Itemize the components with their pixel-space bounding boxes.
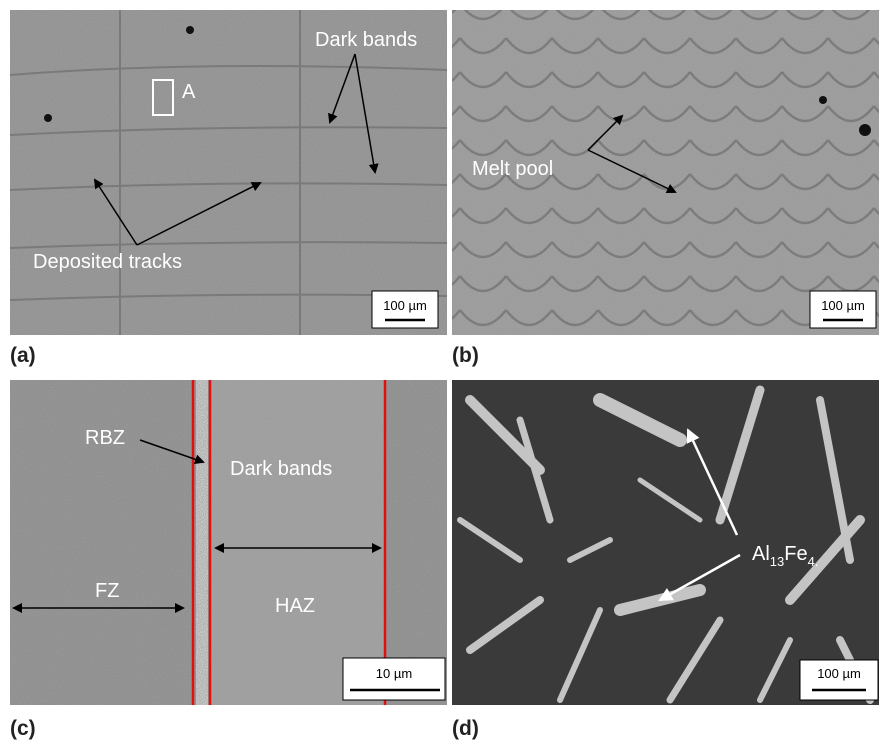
- scale-bar-label: 100 µm: [817, 666, 861, 681]
- panel-b: Melt pool 100 µm (b): [452, 10, 879, 367]
- texture: [10, 10, 447, 335]
- formula-sub: 13: [770, 554, 784, 569]
- annotation: RBZ: [85, 427, 125, 449]
- scale-bar-label: 100 µm: [821, 298, 865, 313]
- rbz-texture: [196, 380, 208, 705]
- pore: [819, 96, 827, 104]
- panel-c: RBZ Dark bands HAZ FZ 10 µm (c): [10, 380, 447, 740]
- annotation: Dark bands: [315, 29, 417, 51]
- annotation: Deposited tracks: [33, 251, 182, 273]
- annotation: Melt pool: [472, 158, 553, 180]
- formula-part: Fe: [784, 543, 807, 565]
- formula-sub: 4.: [808, 554, 819, 569]
- panel-a: A Dark bands Deposited tracks 100 µm (a): [10, 10, 447, 367]
- pore: [186, 26, 194, 34]
- scale-bar-label: 10 µm: [376, 666, 412, 681]
- panel-label: (d): [452, 717, 479, 740]
- formula-part: Al: [752, 543, 770, 565]
- pore: [44, 114, 52, 122]
- annotation: A: [182, 81, 196, 103]
- scale-bar-label: 100 µm: [383, 298, 427, 313]
- annotation: FZ: [95, 580, 119, 602]
- panel-d: Al13Fe4. 100 µm (d): [452, 380, 879, 740]
- pore: [859, 124, 871, 136]
- annotation: Dark bands: [230, 458, 332, 480]
- panel-label: (c): [10, 717, 36, 740]
- annotation: HAZ: [275, 595, 315, 617]
- texture: [10, 380, 447, 705]
- figure: A Dark bands Deposited tracks 100 µm (a)…: [0, 0, 879, 741]
- page: A Dark bands Deposited tracks 100 µm (a)…: [0, 0, 879, 741]
- panel-label: (b): [452, 344, 479, 367]
- panel-label: (a): [10, 344, 36, 367]
